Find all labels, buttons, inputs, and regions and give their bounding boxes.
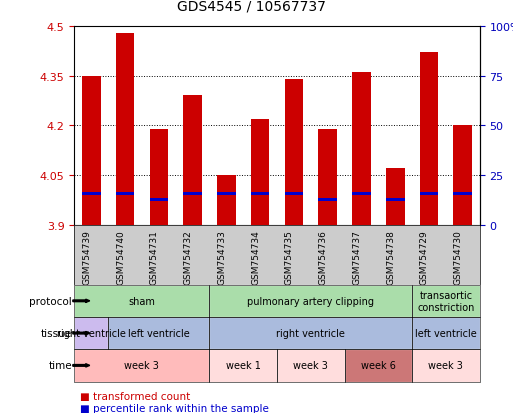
Text: time: time bbox=[48, 361, 72, 370]
Text: sham: sham bbox=[128, 296, 155, 306]
Text: GSM754740: GSM754740 bbox=[116, 230, 125, 285]
Text: week 3: week 3 bbox=[293, 361, 328, 370]
Text: GSM754732: GSM754732 bbox=[184, 230, 192, 285]
Bar bbox=[285, 192, 303, 195]
Text: transaortic
constriction: transaortic constriction bbox=[417, 290, 475, 312]
Text: right ventricle: right ventricle bbox=[57, 328, 126, 338]
Text: GSM754729: GSM754729 bbox=[420, 230, 429, 285]
Bar bbox=[116, 33, 134, 225]
Bar bbox=[420, 53, 438, 225]
Text: GSM754735: GSM754735 bbox=[285, 230, 294, 285]
Bar bbox=[217, 192, 235, 195]
Bar bbox=[183, 96, 202, 225]
Bar bbox=[82, 192, 101, 195]
Bar bbox=[352, 73, 371, 225]
Text: GSM754733: GSM754733 bbox=[218, 230, 226, 285]
Text: GSM754731: GSM754731 bbox=[150, 230, 159, 285]
Text: left ventricle: left ventricle bbox=[415, 328, 477, 338]
Bar bbox=[386, 169, 405, 225]
Text: GSM754734: GSM754734 bbox=[251, 230, 260, 285]
Bar bbox=[453, 192, 472, 195]
Bar bbox=[386, 199, 405, 202]
Bar bbox=[149, 129, 168, 225]
Bar bbox=[183, 192, 202, 195]
Text: week 6: week 6 bbox=[361, 361, 396, 370]
Bar bbox=[116, 192, 134, 195]
Text: week 3: week 3 bbox=[428, 361, 463, 370]
Bar bbox=[251, 119, 269, 225]
Bar bbox=[149, 199, 168, 202]
Text: GSM754737: GSM754737 bbox=[352, 230, 362, 285]
Text: ■ percentile rank within the sample: ■ percentile rank within the sample bbox=[80, 403, 268, 413]
Text: GDS4545 / 10567737: GDS4545 / 10567737 bbox=[177, 0, 326, 14]
Text: pulmonary artery clipping: pulmonary artery clipping bbox=[247, 296, 374, 306]
Text: left ventricle: left ventricle bbox=[128, 328, 190, 338]
Text: GSM754738: GSM754738 bbox=[386, 230, 395, 285]
Text: right ventricle: right ventricle bbox=[277, 328, 345, 338]
Bar bbox=[251, 192, 269, 195]
Bar bbox=[217, 176, 235, 225]
Text: GSM754736: GSM754736 bbox=[319, 230, 328, 285]
Bar bbox=[319, 129, 337, 225]
Text: GSM754739: GSM754739 bbox=[82, 230, 91, 285]
Bar bbox=[285, 80, 303, 225]
Bar bbox=[352, 192, 371, 195]
Bar bbox=[82, 76, 101, 225]
Bar bbox=[453, 126, 472, 225]
Text: ■ transformed count: ■ transformed count bbox=[80, 392, 190, 401]
Bar bbox=[319, 199, 337, 202]
Bar bbox=[420, 192, 438, 195]
Text: week 1: week 1 bbox=[226, 361, 261, 370]
Text: protocol: protocol bbox=[29, 296, 72, 306]
Text: tissue: tissue bbox=[41, 328, 72, 338]
Text: week 3: week 3 bbox=[125, 361, 160, 370]
Text: GSM754730: GSM754730 bbox=[454, 230, 463, 285]
